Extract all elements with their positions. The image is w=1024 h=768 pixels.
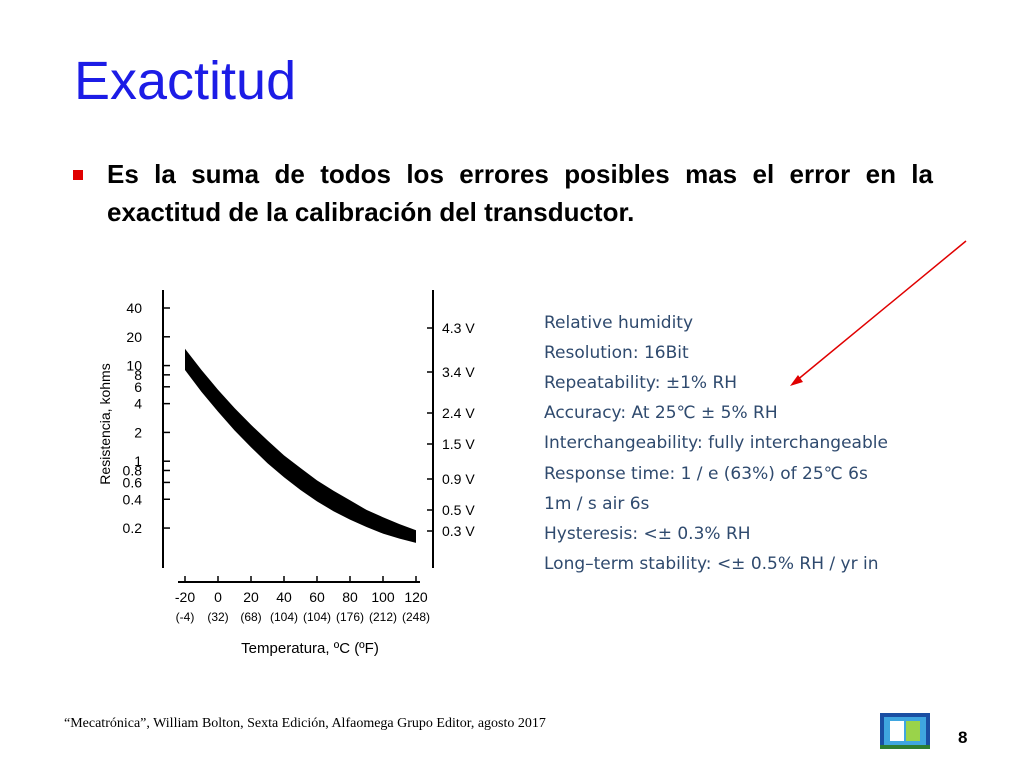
spec-line: Hysteresis: <± 0.3% RH [544, 523, 751, 544]
right-tick-label: 2.4 V [442, 405, 475, 421]
red-arrow-icon [790, 240, 967, 386]
x-tick-label: -20 [175, 589, 195, 605]
y-tick-label: 0.6 [123, 474, 143, 490]
x-tick-label: 80 [342, 589, 358, 605]
y-tick-label: 10 [126, 358, 142, 374]
x-tick-label: 40 [276, 589, 292, 605]
x-tick-label-f: (-4) [176, 610, 195, 624]
y-tick-label: 20 [126, 329, 142, 345]
spec-line: 1m / s air 6s [544, 493, 650, 514]
spec-line: Long–term stability: <± 0.5% RH / yr in [544, 553, 879, 574]
y-tick-label: 6 [134, 379, 142, 395]
spec-line: Accuracy: At 25℃ ± 5% RH [544, 403, 778, 424]
y-tick-label: 40 [126, 300, 142, 316]
resistance-band [185, 348, 416, 543]
x-tick-label-f: (32) [207, 610, 228, 624]
y-tick-label: 4 [134, 396, 142, 412]
citation: “Mecatrónica”, William Bolton, Sexta Edi… [64, 716, 546, 731]
y-tick-label: 0.2 [123, 520, 143, 536]
page-number: 8 [958, 728, 968, 747]
bullet-text: Es la suma de todos los errores posibles… [107, 159, 933, 227]
x-tick-label-f: (176) [336, 610, 364, 624]
x-tick-label: 100 [371, 589, 395, 605]
x-tick-label-f: (68) [240, 610, 261, 624]
bullet-square-icon [73, 170, 83, 180]
spec-line: Interchangeability: fully interchangeabl… [544, 433, 888, 454]
x-tick-label: 20 [243, 589, 259, 605]
publisher-logo-icon [880, 713, 930, 749]
x-tick-label: 60 [309, 589, 325, 605]
y-tick-label: 0.8 [123, 462, 143, 478]
spec-line: Resolution: 16Bit [544, 343, 689, 364]
right-tick-label: 0.3 V [442, 523, 475, 539]
right-tick-label: 3.4 V [442, 364, 475, 380]
spec-line: Repeatability: ±1% RH [544, 373, 738, 394]
right-tick-label: 0.9 V [442, 471, 475, 487]
right-tick-label: 4.3 V [442, 320, 475, 336]
x-tick-label-f: (104) [303, 610, 331, 624]
right-tick-label: 0.5 V [442, 502, 475, 518]
x-tick-label-f: (104) [270, 610, 298, 624]
y-tick-label: 0.4 [123, 491, 143, 507]
y-tick-label: 1 [134, 453, 142, 469]
x-tick-label-f: (248) [402, 610, 430, 624]
y-axis-title: Resistencia, kohms [97, 363, 113, 484]
right-tick-label: 1.5 V [442, 436, 475, 452]
x-tick-label: 0 [214, 589, 222, 605]
x-tick-label: 120 [404, 589, 428, 605]
slide-title: Exactitud [74, 51, 297, 111]
x-axis-title: Temperatura, ºC (ºF) [241, 640, 379, 657]
spec-line: Response time: 1 / e (63%) of 25℃ 6s [544, 463, 868, 484]
x-tick-label-f: (212) [369, 610, 397, 624]
spec-line: Relative humidity [544, 313, 694, 333]
y-tick-label: 8 [134, 367, 142, 383]
spec-panel [538, 312, 908, 582]
y-tick-label: 2 [134, 424, 142, 440]
